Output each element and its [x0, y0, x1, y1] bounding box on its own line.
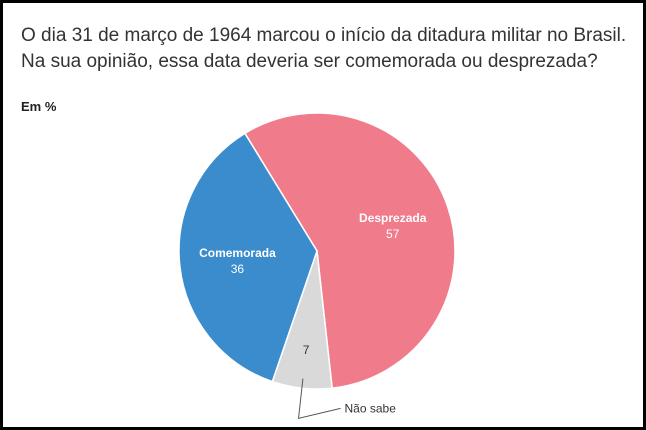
slice-value-comemorada: 36	[231, 262, 245, 276]
slice-label-nao-sabe: Não sabe	[345, 401, 397, 415]
unit-label: Em %	[21, 99, 57, 114]
slice-label-desprezada: Desprezada	[359, 211, 427, 225]
pie-slice-desprezada	[243, 112, 456, 389]
slice-value-desprezada: 57	[386, 227, 400, 241]
pie-slice-comemorada	[178, 132, 318, 383]
chart-title: O dia 31 de março de 1964 marcou o iníci…	[21, 25, 627, 72]
slice-value-nao-sabe: 7	[303, 343, 310, 357]
leader-line-nao-sabe	[297, 378, 341, 419]
slice-label-comemorada: Comemorada	[199, 246, 276, 260]
